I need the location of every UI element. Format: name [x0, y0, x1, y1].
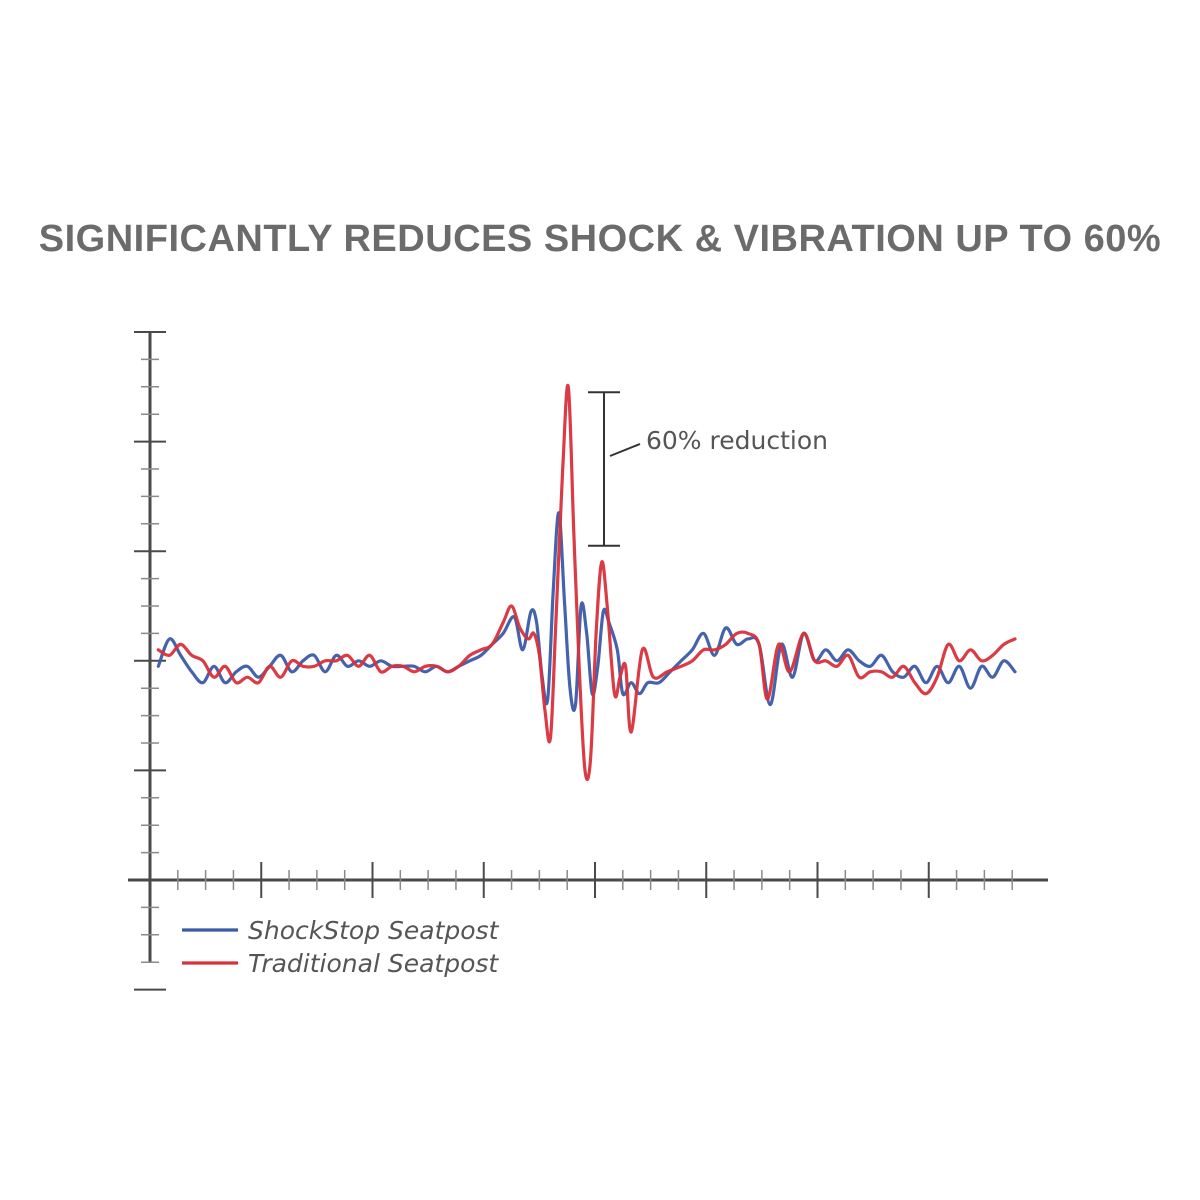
- legend-label: Traditional Seatpost: [248, 949, 499, 978]
- series-line-traditional: [156, 383, 1017, 781]
- annotation-leader: [609, 443, 641, 457]
- chart-title: SIGNIFICANTLY REDUCES SHOCK & VIBRATION …: [38, 218, 1162, 260]
- legend-label: ShockStop Seatpost: [248, 916, 500, 945]
- annotation-label: 60% reduction: [646, 426, 828, 455]
- series-line-shockstop: [156, 511, 1017, 712]
